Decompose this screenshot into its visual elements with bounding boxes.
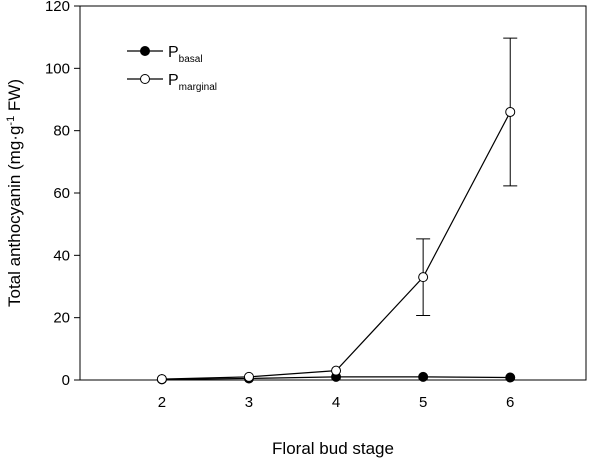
- y-tick-label: 100: [45, 60, 70, 77]
- legend-name: P: [168, 72, 179, 89]
- y-tick-label: 120: [45, 0, 70, 15]
- legend-subscript: basal: [179, 54, 203, 65]
- x-axis-label: Floral bud stage: [272, 439, 394, 458]
- data-point: [243, 371, 254, 382]
- legend-marker: [140, 46, 150, 56]
- y-label-superscript: -1: [5, 116, 17, 126]
- data-point: [505, 106, 516, 117]
- data-point: [156, 374, 167, 385]
- legend-marker: [140, 74, 150, 84]
- y-tick-label: 40: [53, 247, 70, 264]
- x-tick-label: 3: [245, 394, 253, 411]
- legend-label: Pbasal: [168, 44, 203, 65]
- legend-label: Pmarginal: [168, 72, 217, 93]
- legend-name: P: [168, 44, 179, 61]
- x-tick-label: 2: [158, 394, 166, 411]
- legend-subscript: marginal: [179, 82, 217, 93]
- y-label-suffix: FW): [5, 79, 24, 116]
- x-tick-label: 5: [419, 394, 427, 411]
- y-axis-label: Total anthocyanin (mg·g-1 FW): [5, 79, 24, 307]
- y-label-text: Total anthocyanin (mg·g: [5, 126, 24, 307]
- y-tick-label: 20: [53, 310, 70, 327]
- series-line: [161, 111, 511, 380]
- data-point: [505, 372, 516, 383]
- x-tick-label: 6: [506, 394, 514, 411]
- y-tick-label: 60: [53, 185, 70, 202]
- data-point: [331, 365, 342, 376]
- data-point: [418, 371, 429, 382]
- data-point: [418, 272, 429, 283]
- y-tick-label: 80: [53, 123, 70, 140]
- x-tick-label: 4: [332, 394, 340, 411]
- y-tick-label: 0: [62, 372, 70, 389]
